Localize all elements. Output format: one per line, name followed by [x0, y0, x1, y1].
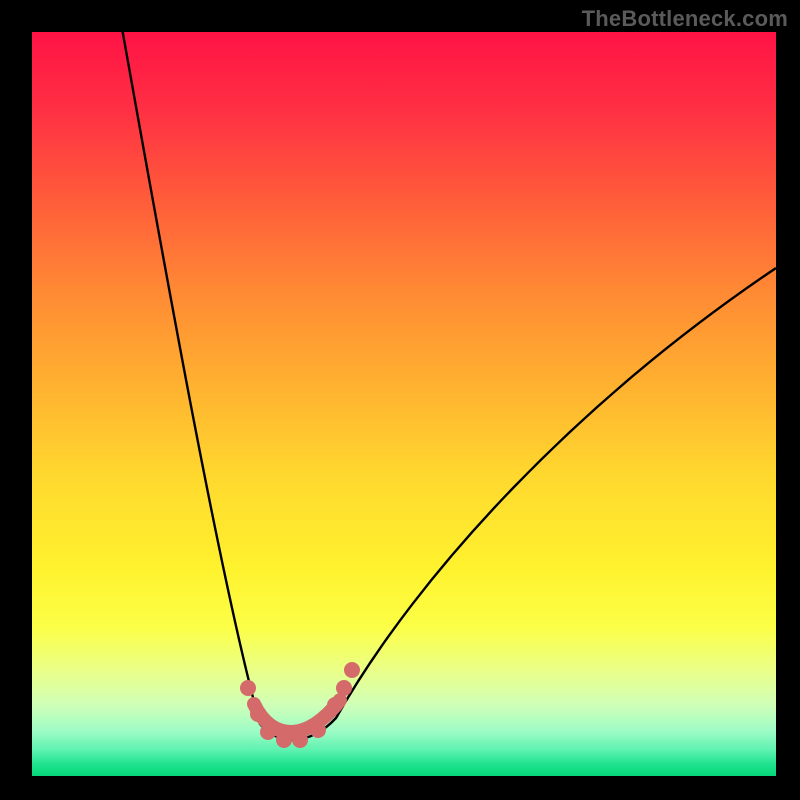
curve-marker	[292, 732, 308, 748]
bottleneck-chart	[0, 0, 800, 800]
curve-marker	[260, 724, 276, 740]
watermark-text: TheBottleneck.com	[582, 6, 788, 32]
curve-marker	[336, 680, 352, 696]
frame-border-right	[776, 0, 800, 800]
frame-border-left	[0, 0, 32, 800]
curve-marker	[250, 706, 266, 722]
curve-marker	[276, 732, 292, 748]
curve-marker	[327, 697, 343, 713]
curve-marker	[344, 662, 360, 678]
curve-marker	[240, 680, 256, 696]
frame-border-bottom	[0, 776, 800, 800]
curve-marker	[310, 722, 326, 738]
